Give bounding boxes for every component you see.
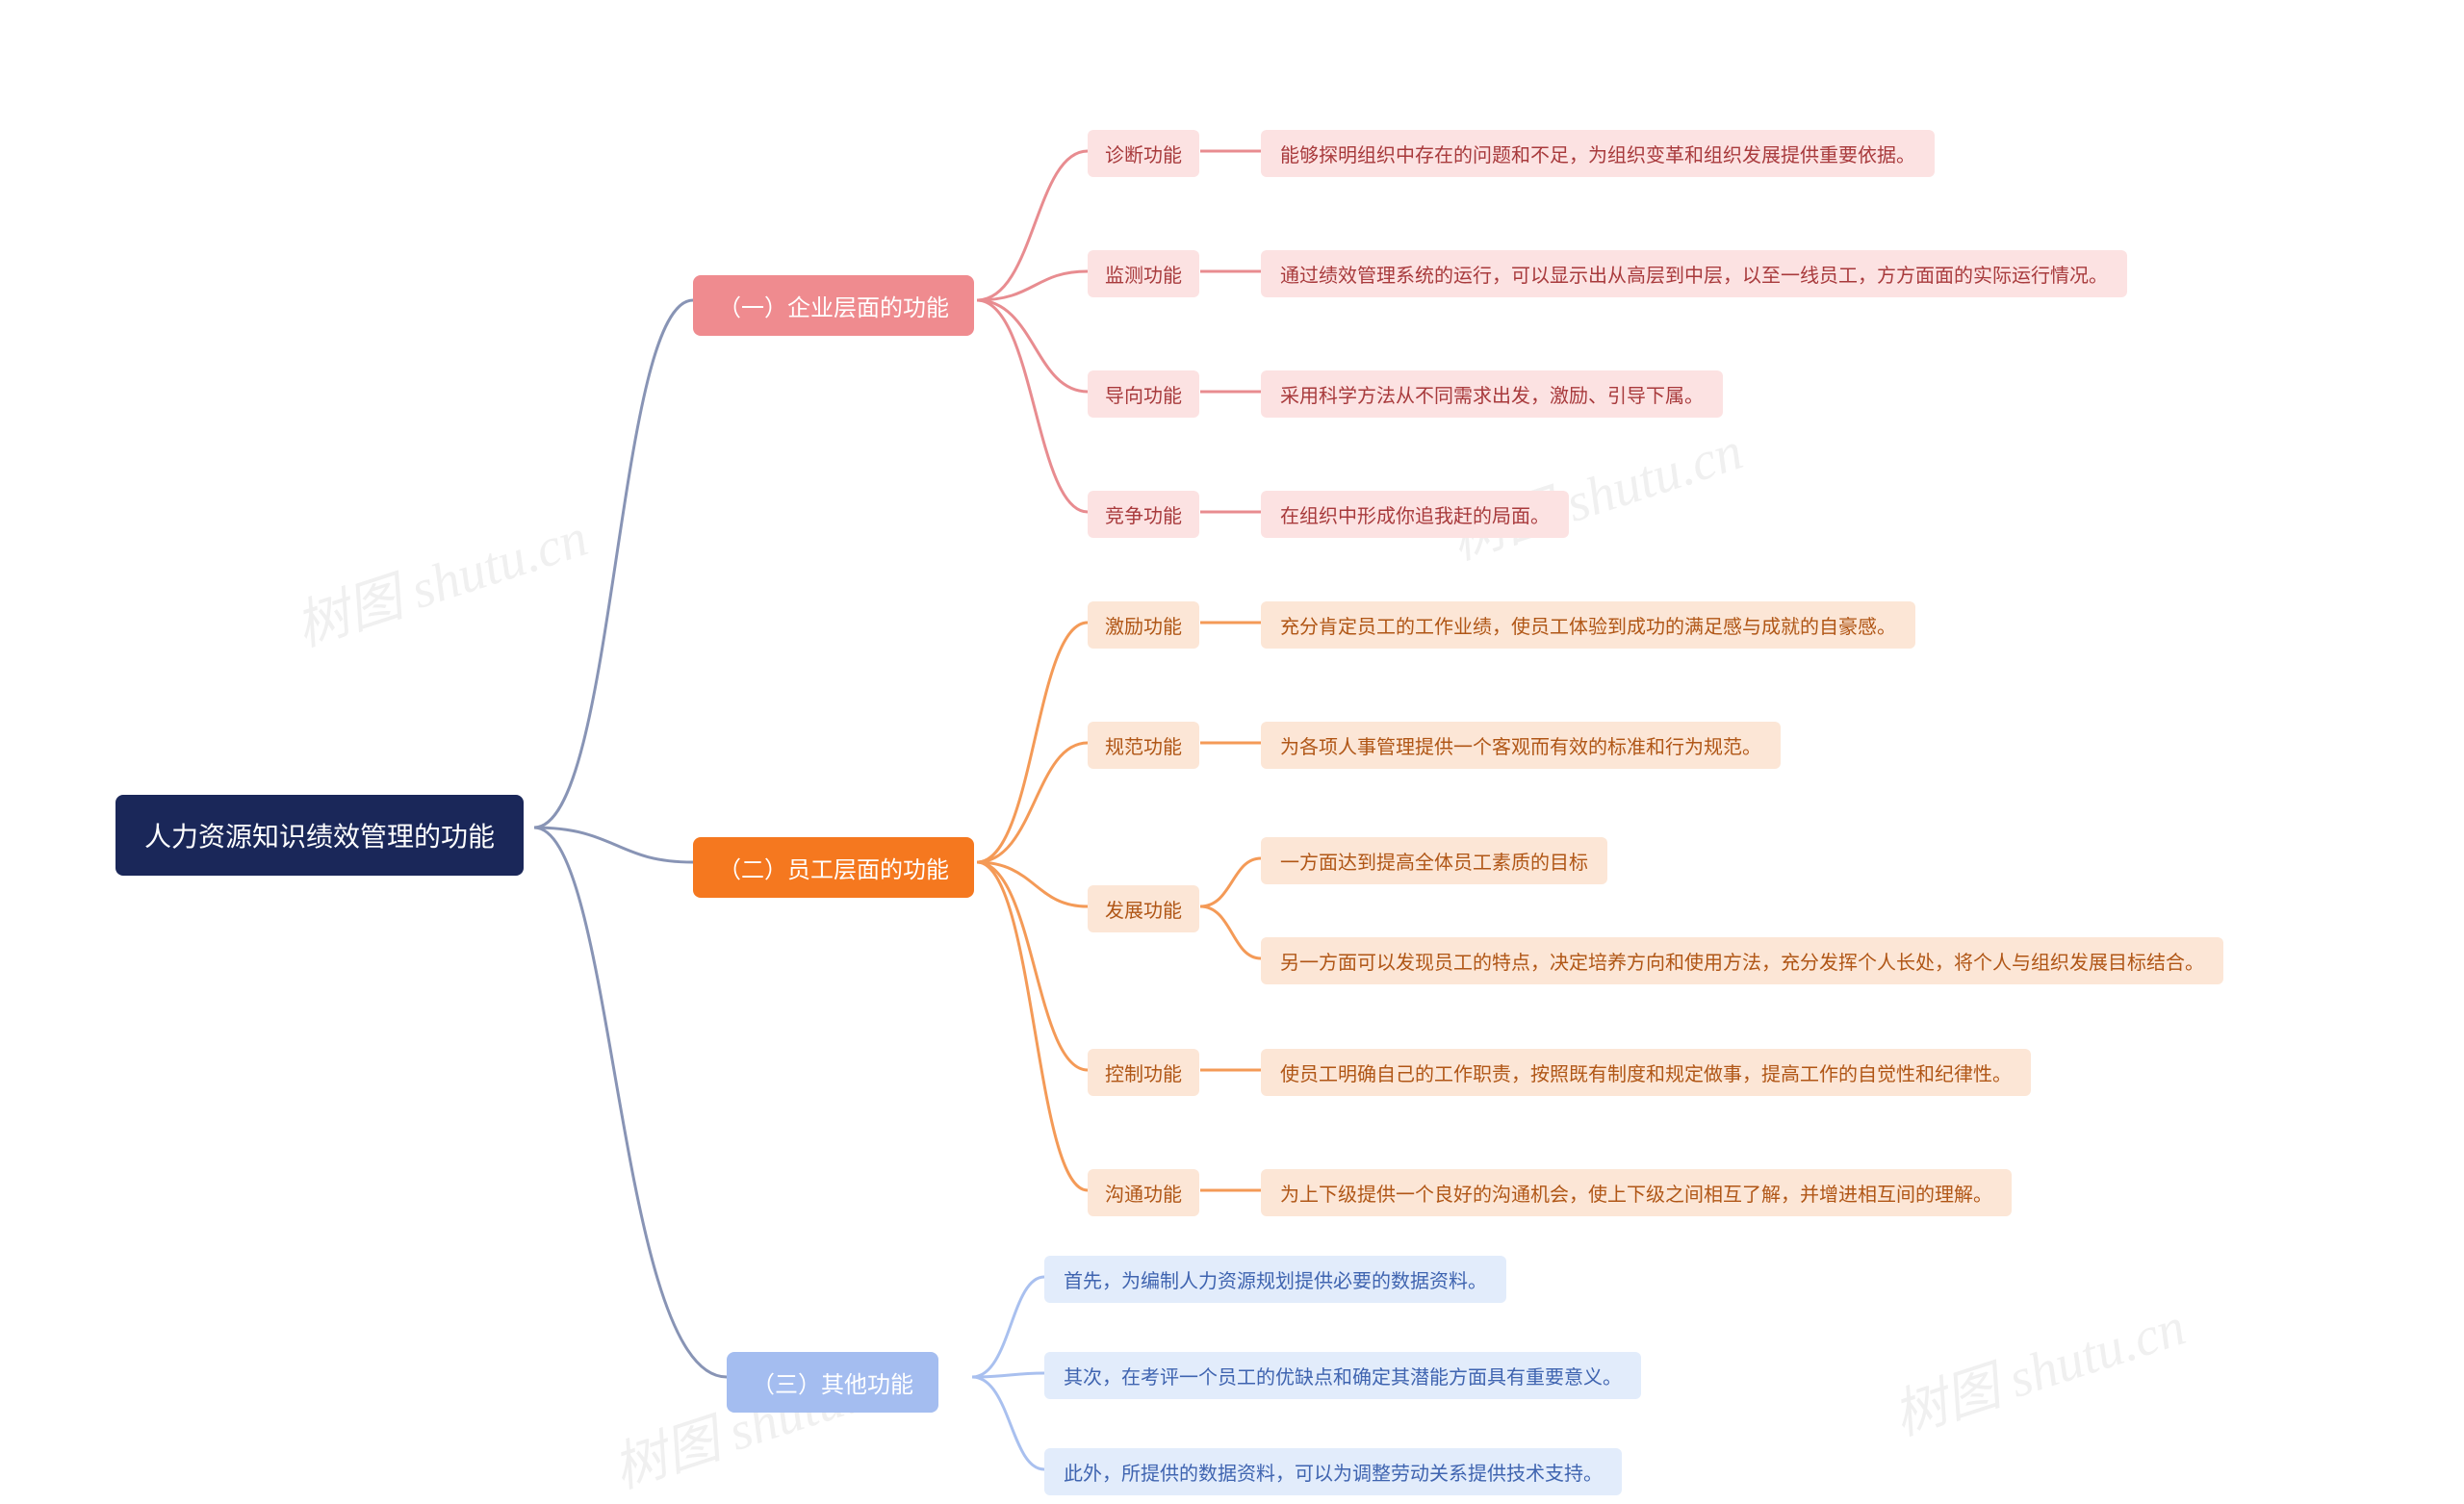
branch-enterprise: （一）企业层面的功能	[693, 275, 974, 336]
node-other-2: 其次，在考评一个员工的优缺点和确定其潜能方面具有重要意义。	[1044, 1352, 1641, 1399]
node-comm: 沟通功能	[1088, 1169, 1199, 1216]
node-control: 控制功能	[1088, 1049, 1199, 1096]
node-monitor-desc: 通过绩效管理系统的运行，可以显示出从高层到中层，以至一线员工，方方面面的实际运行…	[1261, 250, 2127, 297]
node-develop-desc1: 一方面达到提高全体员工素质的目标	[1261, 837, 1607, 884]
node-guide: 导向功能	[1088, 370, 1199, 418]
node-control-desc: 使员工明确自己的工作职责，按照既有制度和规定做事，提高工作的自觉性和纪律性。	[1261, 1049, 2031, 1096]
watermark: 树图 shutu.cn	[1882, 1283, 2194, 1450]
node-other-1: 首先，为编制人力资源规划提供必要的数据资料。	[1044, 1256, 1506, 1303]
node-guide-desc: 采用科学方法从不同需求出发，激励、引导下属。	[1261, 370, 1723, 418]
node-diagnosis-desc: 能够探明组织中存在的问题和不足，为组织变革和组织发展提供重要依据。	[1261, 130, 1935, 177]
node-norm-desc: 为各项人事管理提供一个客观而有效的标准和行为规范。	[1261, 722, 1781, 769]
node-compete-desc: 在组织中形成你追我赶的局面。	[1261, 491, 1569, 538]
node-diagnosis: 诊断功能	[1088, 130, 1199, 177]
watermark: 树图 shutu.cn	[284, 494, 596, 661]
node-incentive: 激励功能	[1088, 601, 1199, 649]
node-norm: 规范功能	[1088, 722, 1199, 769]
node-other-3: 此外，所提供的数据资料，可以为调整劳动关系提供技术支持。	[1044, 1448, 1622, 1495]
branch-employee: （二）员工层面的功能	[693, 837, 974, 898]
mindmap-root: 人力资源知识绩效管理的功能	[116, 795, 524, 876]
node-compete: 竞争功能	[1088, 491, 1199, 538]
branch-other: （三）其他功能	[727, 1352, 938, 1413]
node-develop-desc2: 另一方面可以发现员工的特点，决定培养方向和使用方法，充分发挥个人长处，将个人与组…	[1261, 937, 2223, 984]
node-develop: 发展功能	[1088, 885, 1199, 932]
node-comm-desc: 为上下级提供一个良好的沟通机会，使上下级之间相互了解，并增进相互间的理解。	[1261, 1169, 2012, 1216]
node-incentive-desc: 充分肯定员工的工作业绩，使员工体验到成功的满足感与成就的自豪感。	[1261, 601, 1915, 649]
node-monitor: 监测功能	[1088, 250, 1199, 297]
